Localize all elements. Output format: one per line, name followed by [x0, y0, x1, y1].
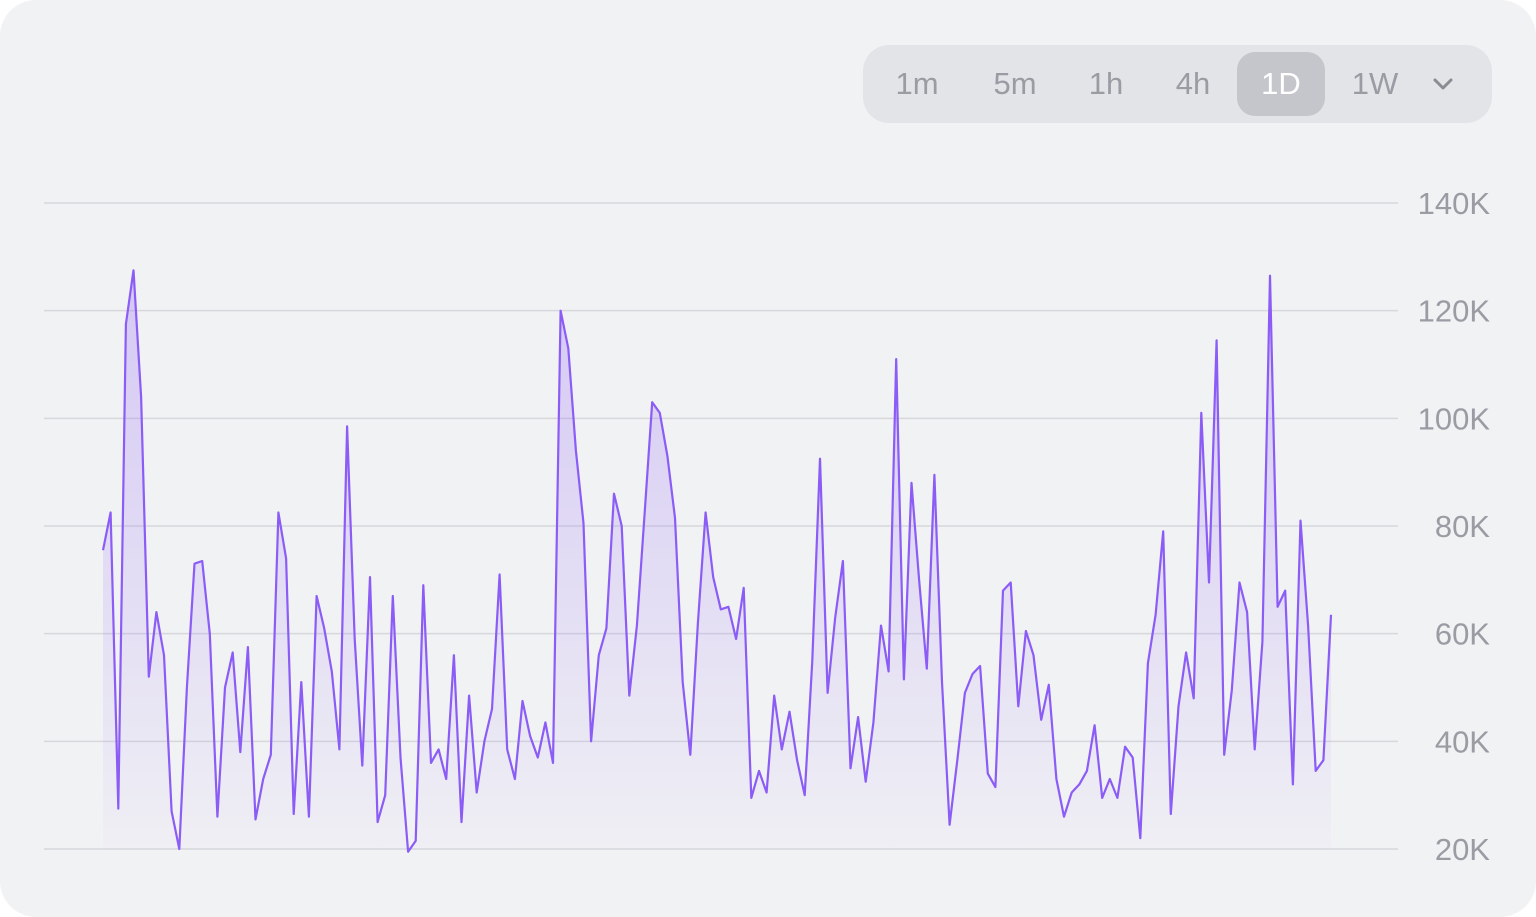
y-tick-label: 60K [1435, 617, 1490, 652]
timeframe-4h-button[interactable]: 4h [1157, 52, 1229, 116]
timeframe-1d-button[interactable]: 1D [1237, 52, 1325, 116]
y-tick-label: 40K [1435, 724, 1490, 759]
timeframe-selector: 1m 5m 1h 4h 1D 1W [863, 45, 1492, 123]
y-axis-ticks: 20K 40K 60K 80K 100K 120K 140K [1418, 186, 1491, 867]
timeframe-1m-button[interactable]: 1m [878, 52, 956, 116]
timeframe-1w-button[interactable]: 1W [1333, 52, 1417, 116]
series-line-path [101, 269, 1333, 853]
y-tick-label: 100K [1418, 401, 1491, 436]
y-tick-label: 20K [1435, 832, 1490, 867]
y-tick-label: 140K [1418, 186, 1491, 221]
y-tick-label: 120K [1418, 294, 1491, 329]
timeframe-1h-button[interactable]: 1h [1073, 52, 1139, 116]
series-line [101, 269, 1333, 853]
chevron-down-icon[interactable] [1428, 69, 1458, 99]
y-tick-label: 80K [1435, 509, 1490, 544]
series-area [103, 270, 1331, 852]
timeframe-5m-button[interactable]: 5m [975, 52, 1055, 116]
